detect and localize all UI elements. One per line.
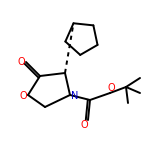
Text: O: O bbox=[17, 57, 25, 67]
Text: O: O bbox=[107, 83, 115, 93]
Text: O: O bbox=[80, 120, 88, 130]
Text: O: O bbox=[19, 91, 27, 101]
Text: N: N bbox=[71, 91, 79, 101]
